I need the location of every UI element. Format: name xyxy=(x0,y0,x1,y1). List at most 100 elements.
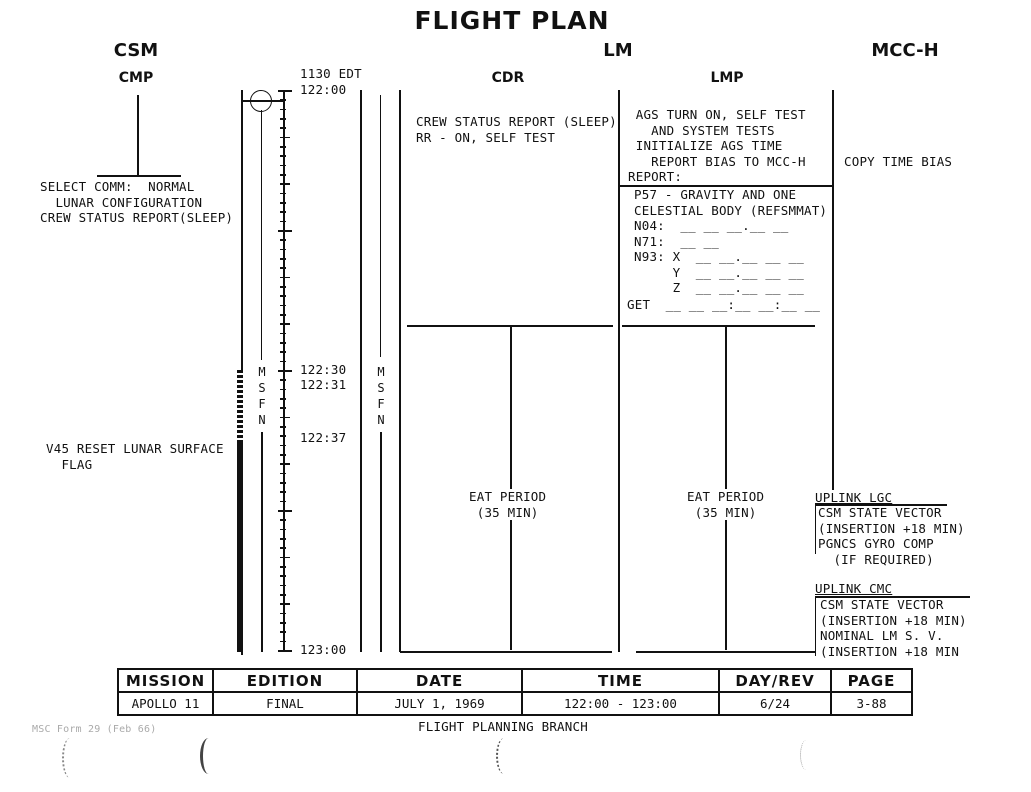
timeline-tick xyxy=(280,192,286,195)
timeline-tick xyxy=(280,640,286,643)
cmp-arrow-line xyxy=(137,95,139,175)
punch-hole xyxy=(800,740,813,770)
lgc-rule xyxy=(815,504,947,506)
timeline-tick xyxy=(280,267,286,269)
timeline-tick xyxy=(280,575,286,577)
timeline-tick xyxy=(280,202,286,204)
timeline-tick xyxy=(280,622,286,624)
rail-2 xyxy=(360,90,362,652)
lmp-divider-1 xyxy=(620,185,833,187)
timeline-tick xyxy=(280,463,290,465)
header-mission: MISSION xyxy=(117,668,214,693)
timeline-tick xyxy=(280,332,286,335)
edt-label: 1130 EDT xyxy=(300,66,362,81)
lmp-p57: P57 - GRAVITY AND ONE CELESTIAL BODY (RE… xyxy=(634,187,828,295)
cmc-rule xyxy=(815,596,970,598)
timeline-tick xyxy=(278,650,292,652)
timeline-tick xyxy=(278,90,292,92)
header-page: PAGE xyxy=(830,668,913,693)
timeline-tick xyxy=(278,370,292,372)
column-lmp: LMP xyxy=(710,70,744,86)
timeline-tick xyxy=(280,164,286,167)
cdr-bottom xyxy=(400,651,612,653)
lmp-bottom xyxy=(636,651,815,653)
timeline-tick xyxy=(280,342,286,344)
cdr-status: CREW STATUS REPORT (SLEEP) RR - ON, SELF… xyxy=(416,114,617,145)
timeline-tick xyxy=(280,155,286,157)
timeline-tick xyxy=(280,388,286,391)
value-time: 122:00 - 123:00 xyxy=(521,691,720,716)
timeline-tick xyxy=(280,286,286,288)
cdr-eat: EAT PERIOD (35 MIN) xyxy=(469,489,547,520)
timeline-tick xyxy=(280,220,286,223)
msfn-line xyxy=(261,110,262,360)
timeline-tick xyxy=(280,612,286,615)
cmp-select-comm: SELECT COMM: NORMAL LUNAR CONFIGURATION … xyxy=(40,179,234,225)
page-title: FLIGHT PLAN xyxy=(414,6,610,35)
mcc-lgc-items: CSM STATE VECTOR (INSERTION +18 MIN) PGN… xyxy=(818,505,965,567)
timeline-tick xyxy=(280,566,286,568)
timeline-tick xyxy=(280,398,286,400)
timeline-tick xyxy=(280,351,286,353)
header-edition: EDITION xyxy=(212,668,358,693)
timeline-tick xyxy=(280,435,286,437)
timeline-tick xyxy=(280,118,286,120)
timeline-tick xyxy=(280,211,286,213)
msfn-line-lower xyxy=(261,432,263,652)
column-cdr: CDR xyxy=(491,70,525,86)
timeline-tick xyxy=(280,584,286,587)
time-label: 122:30 xyxy=(300,362,347,377)
cdr-left-rail xyxy=(399,90,401,652)
cmp-v45: V45 RESET LUNAR SURFACE FLAG xyxy=(46,441,224,472)
section-mcc: MCC-H xyxy=(871,40,939,61)
timeline-tick xyxy=(280,304,286,307)
timeline-tick xyxy=(280,547,286,549)
value-edition: FINAL xyxy=(212,691,358,716)
msfn-label-1: M S F N xyxy=(258,365,266,427)
value-page: 3-88 xyxy=(830,691,913,716)
timeline-tick xyxy=(280,631,286,633)
lmp-right-rail xyxy=(832,90,834,490)
csm-activity-bar xyxy=(237,440,243,652)
timeline-tick xyxy=(280,407,286,409)
value-date: JULY 1, 1969 xyxy=(356,691,523,716)
timeline-tick xyxy=(278,230,292,232)
mcc-uplink-lgc: UPLINK LGC xyxy=(815,490,893,505)
timeline-tick xyxy=(280,556,290,559)
timeline-tick xyxy=(280,519,286,521)
footer-table: MISSION EDITION DATE TIME DAY/REV PAGE A… xyxy=(117,668,913,716)
msfn-label-2: M S F N xyxy=(377,365,385,427)
lmp-divider-2 xyxy=(622,325,815,327)
timeline-tick xyxy=(280,491,286,493)
timeline-tick xyxy=(280,276,290,279)
header-date: DATE xyxy=(356,668,523,693)
timeline-tick xyxy=(280,594,286,596)
time-label: 122:37 xyxy=(300,430,347,446)
timeline-tick xyxy=(280,360,286,363)
value-mission: APOLLO 11 xyxy=(117,691,214,716)
timeline-tick xyxy=(280,323,290,325)
timeline-tick xyxy=(280,472,286,475)
section-lm: LM xyxy=(603,40,633,61)
header-dayrev: DAY/REV xyxy=(718,668,832,693)
time-label: 122:31 xyxy=(300,377,347,393)
timeline-tick xyxy=(280,295,286,297)
timeline-tick xyxy=(280,314,286,316)
csm-activity-bar-dashed xyxy=(237,370,243,440)
timeline-tick xyxy=(280,248,286,251)
punch-hole xyxy=(200,738,217,774)
lmp-eat: EAT PERIOD (35 MIN) xyxy=(687,489,765,520)
timeline-tick xyxy=(280,500,286,503)
section-csm: CSM xyxy=(113,40,159,61)
lmp-ags: AGS TURN ON, SELF TEST AND SYSTEM TESTS … xyxy=(628,107,806,184)
timeline-tick xyxy=(280,146,286,148)
cdr-eat-line xyxy=(510,325,512,650)
timeline-tick xyxy=(280,239,286,241)
lmp-left-rail xyxy=(618,90,620,652)
lmp-get: GET __ __ __:__ __:__ __ xyxy=(627,297,821,312)
footer-form: MSC Form 29 (Feb 66) xyxy=(32,724,157,735)
column-cmp: CMP xyxy=(118,70,154,86)
timeline-tick xyxy=(280,603,290,605)
timeline-tick xyxy=(280,482,286,484)
